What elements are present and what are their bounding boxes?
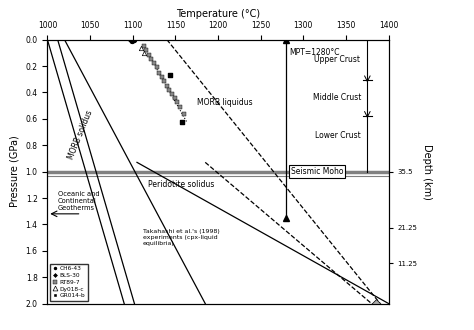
Text: MORB solidus: MORB solidus — [66, 109, 94, 161]
Legend: CH6-43, BLS-30, RT89-7, Dy018-c, GR014-b: CH6-43, BLS-30, RT89-7, Dy018-c, GR014-b — [50, 264, 88, 301]
Point — [155, 70, 163, 75]
Point — [128, 38, 136, 44]
Point — [171, 95, 178, 100]
Point — [140, 44, 147, 49]
Point — [143, 48, 150, 53]
Point — [140, 50, 147, 55]
Point — [168, 91, 176, 96]
Point — [158, 74, 165, 79]
Text: Upper Crust: Upper Crust — [314, 55, 361, 64]
Point — [178, 119, 186, 125]
Point — [177, 104, 184, 110]
X-axis label: Temperature (°C): Temperature (°C) — [176, 9, 260, 19]
Text: Peridotite solidus: Peridotite solidus — [148, 180, 214, 189]
Y-axis label: Pressure (GPa): Pressure (GPa) — [10, 136, 20, 208]
Point — [148, 57, 155, 62]
Point — [130, 38, 137, 43]
Point — [166, 72, 174, 77]
Text: Seismic Moho: Seismic Moho — [291, 167, 343, 176]
Y-axis label: Depth (km): Depth (km) — [421, 144, 432, 200]
Point — [180, 111, 188, 116]
Text: Oceanic and
Continental
Geotherms: Oceanic and Continental Geotherms — [58, 191, 99, 211]
Point — [137, 45, 145, 50]
Text: Takahashi et al.'s (1998)
experiments (cpx-liquid
equilibria): Takahashi et al.'s (1998) experiments (c… — [143, 229, 220, 246]
Point — [127, 38, 135, 43]
Point — [153, 65, 160, 70]
Point — [173, 99, 181, 104]
Text: MPT=1280°C: MPT=1280°C — [289, 48, 339, 56]
Point — [145, 53, 153, 58]
Text: MORB liquidus: MORB liquidus — [197, 98, 252, 108]
Point — [163, 83, 171, 88]
Text: Middle Crust: Middle Crust — [313, 93, 362, 102]
Point — [165, 87, 173, 92]
Point — [161, 78, 168, 83]
Point — [372, 301, 380, 306]
Point — [150, 61, 158, 66]
Text: Lower Crust: Lower Crust — [315, 131, 360, 141]
